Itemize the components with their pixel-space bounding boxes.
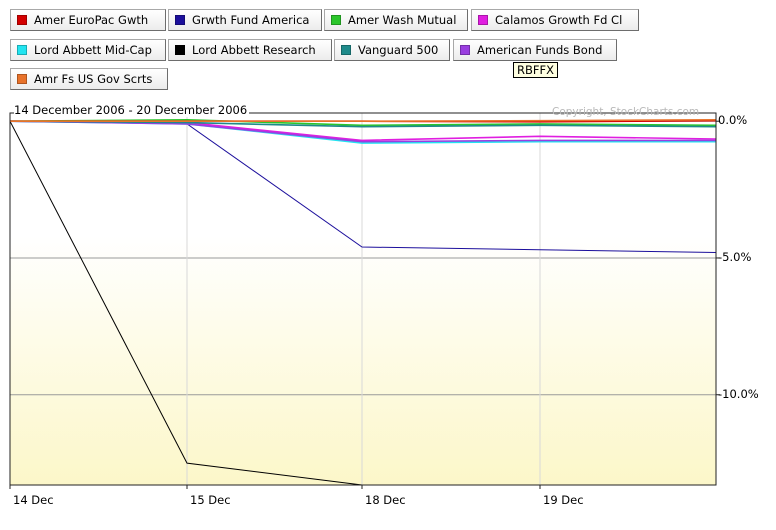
x-tick-label: 18 Dec	[365, 493, 406, 507]
legend-label: Calamos Growth Fd Cl	[495, 13, 623, 27]
color-swatch-icon	[331, 15, 341, 25]
x-tick-label: 15 Dec	[190, 493, 231, 507]
chart-period-label: 14 December 2006 - 20 December 2006	[14, 103, 250, 117]
legend-area: Amer EuroPac Gwth Grwth Fund America Ame…	[0, 0, 776, 96]
legend-label: Lord Abbett Mid-Cap	[34, 43, 152, 57]
legend-button-vanguard-500[interactable]: Vanguard 500	[334, 39, 450, 61]
legend-button-amer-wash-mutual[interactable]: Amer Wash Mutual	[324, 9, 468, 31]
performance-chart	[9, 112, 720, 489]
legend-button-grwth-fund-america[interactable]: Grwth Fund America	[168, 9, 322, 31]
symbol-tooltip: RBFFX	[513, 62, 558, 78]
series-line-amr-fs-us-gov-scrts	[10, 119, 717, 123]
color-swatch-icon	[17, 74, 27, 84]
series-line-vanguard-500	[9, 120, 717, 128]
plot-background	[10, 113, 716, 485]
color-swatch-icon	[341, 45, 351, 55]
legend-label: Amer Wash Mutual	[348, 13, 457, 27]
color-swatch-icon	[175, 15, 185, 25]
legend-button-american-funds-bond[interactable]: American Funds Bond	[453, 39, 617, 61]
legend-button-amer-europac-gwth[interactable]: Amer EuroPac Gwth	[10, 9, 166, 31]
legend-label: Grwth Fund America	[192, 13, 310, 27]
color-swatch-icon	[17, 15, 27, 25]
color-swatch-icon	[175, 45, 185, 55]
legend-button-lord-abbett-mid-cap[interactable]: Lord Abbett Mid-Cap	[10, 39, 166, 61]
y-tick-label: -10.0%	[718, 386, 759, 401]
chart-frame: 14 December 2006 - 20 December 2006 Copy…	[9, 103, 776, 515]
legend-label: Amer EuroPac Gwth	[34, 13, 149, 27]
series-line-amer-wash-mutual	[9, 118, 717, 127]
legend-button-lord-abbett-research[interactable]: Lord Abbett Research	[168, 39, 332, 61]
x-tick-label: 19 Dec	[543, 493, 584, 507]
series-line-lord-abbett-research	[9, 120, 363, 486]
legend-button-calamos-growth-fd-cl[interactable]: Calamos Growth Fd Cl	[471, 9, 639, 31]
legend-label: Vanguard 500	[358, 43, 439, 57]
y-tick-label: 0.0%	[718, 113, 748, 128]
legend-label: Lord Abbett Research	[192, 43, 316, 57]
copyright-text: Copyright, StockCharts.com	[552, 106, 700, 118]
series-lines	[9, 118, 717, 486]
plot-border	[9, 112, 717, 486]
y-tick-label: -5.0%	[718, 249, 752, 264]
legend-label: Amr Fs US Gov Scrts	[34, 72, 153, 86]
legend-button-amr-fs-us-gov-scrts[interactable]: Amr Fs US Gov Scrts	[10, 68, 168, 90]
axis-ticks	[9, 120, 720, 489]
series-line-american-funds-bond	[9, 120, 716, 143]
color-swatch-icon	[17, 45, 27, 55]
legend-label: American Funds Bond	[477, 43, 603, 57]
color-swatch-icon	[478, 15, 488, 25]
color-swatch-icon	[460, 45, 470, 55]
x-tick-label: 14 Dec	[13, 493, 54, 507]
